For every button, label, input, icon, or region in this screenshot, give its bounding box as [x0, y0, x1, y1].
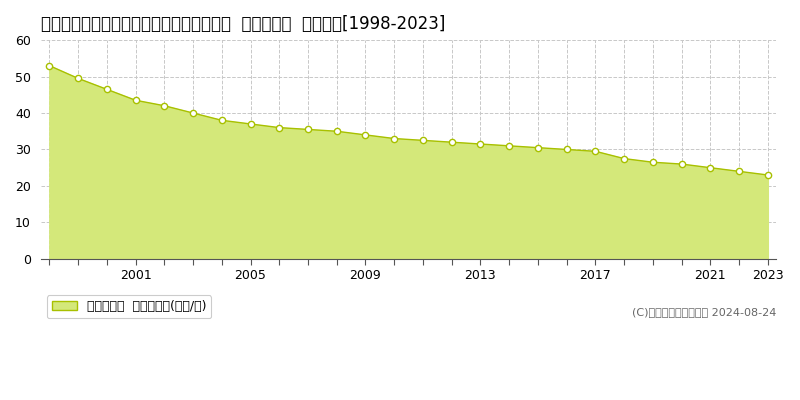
Text: (C)土地価格ドットコム 2024-08-24: (C)土地価格ドットコム 2024-08-24 [632, 307, 777, 317]
Legend: 基準地価格  平均坪単価(万円/坪): 基準地価格 平均坪単価(万円/坪) [47, 295, 211, 318]
Text: 神奈川県中郡二宮町緑が丘２丁目１７番４  基準地価格  地価推移[1998-2023]: 神奈川県中郡二宮町緑が丘２丁目１７番４ 基準地価格 地価推移[1998-2023… [41, 15, 445, 33]
